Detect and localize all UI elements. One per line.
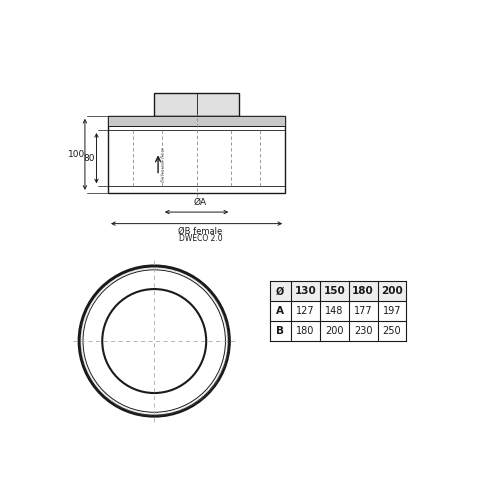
Text: B: B bbox=[276, 326, 284, 336]
Text: 130: 130 bbox=[294, 286, 316, 296]
Text: Ø: Ø bbox=[276, 286, 284, 296]
Text: 100: 100 bbox=[68, 150, 85, 159]
Text: 180: 180 bbox=[352, 286, 374, 296]
Text: DWECO 2.0: DWECO 2.0 bbox=[178, 234, 222, 244]
Text: 200: 200 bbox=[381, 286, 403, 296]
Text: 180: 180 bbox=[296, 326, 314, 336]
Text: 127: 127 bbox=[296, 306, 314, 316]
Polygon shape bbox=[108, 116, 285, 126]
Text: 148: 148 bbox=[325, 306, 344, 316]
Text: A: A bbox=[276, 306, 284, 316]
Text: Exhaust flow: Exhaust flow bbox=[162, 146, 166, 182]
Polygon shape bbox=[154, 92, 239, 116]
Text: 250: 250 bbox=[382, 326, 402, 336]
Text: 230: 230 bbox=[354, 326, 372, 336]
Text: 200: 200 bbox=[325, 326, 344, 336]
Text: ØA: ØA bbox=[194, 198, 207, 207]
Polygon shape bbox=[270, 282, 406, 302]
Text: 177: 177 bbox=[354, 306, 372, 316]
Text: 150: 150 bbox=[324, 286, 345, 296]
Text: ØB female: ØB female bbox=[178, 226, 222, 235]
Text: 80: 80 bbox=[84, 154, 96, 162]
Text: 197: 197 bbox=[382, 306, 401, 316]
